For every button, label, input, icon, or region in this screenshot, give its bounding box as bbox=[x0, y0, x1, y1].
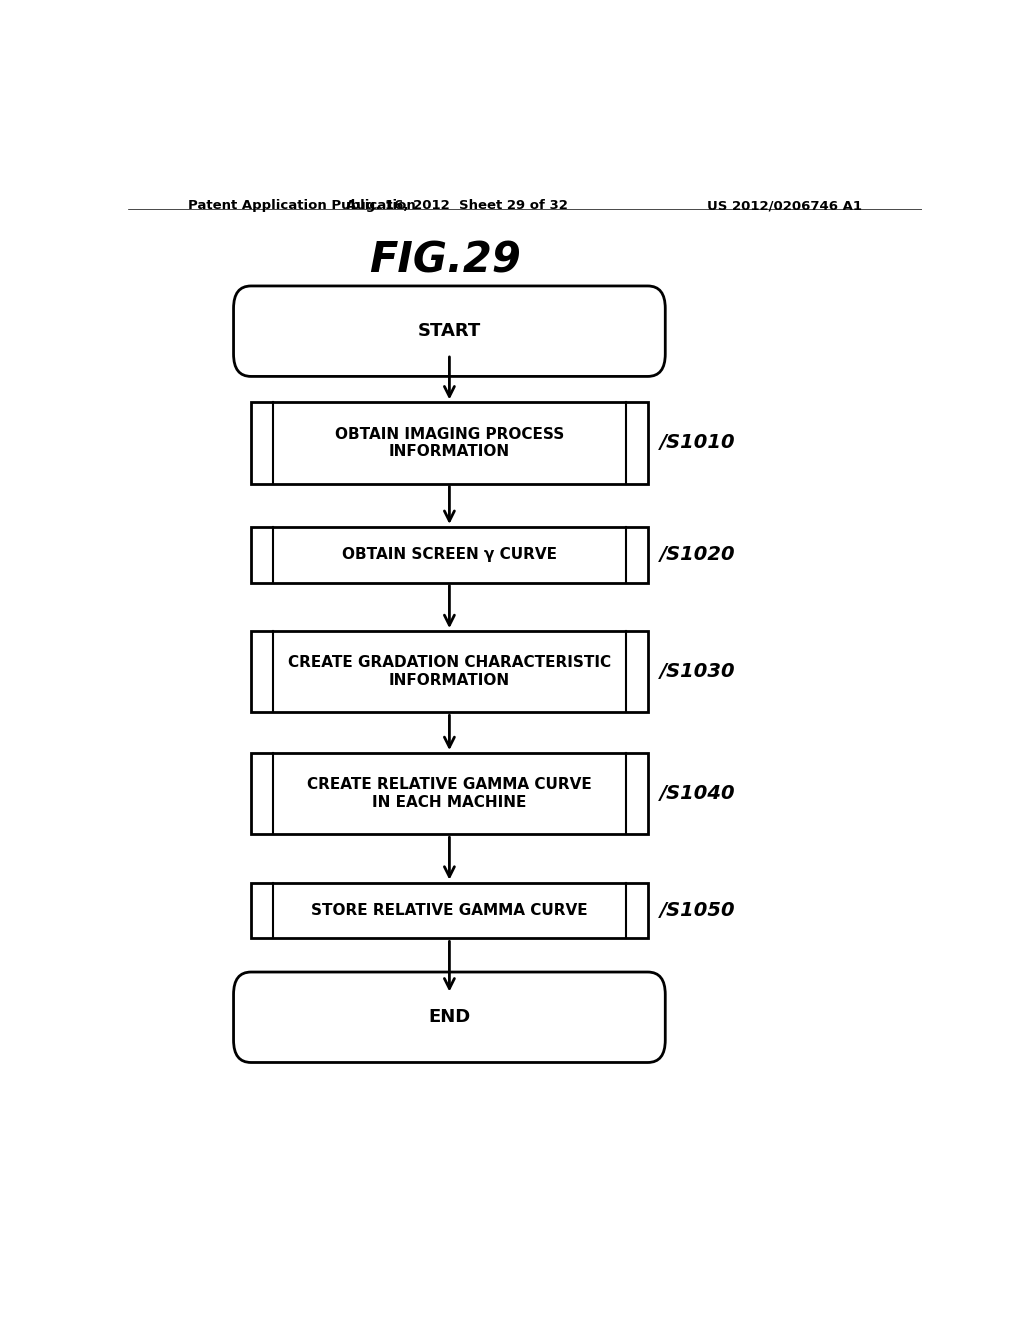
Text: FIG.29: FIG.29 bbox=[370, 239, 521, 281]
Bar bbox=[251, 752, 648, 834]
Text: START: START bbox=[418, 322, 481, 341]
Text: OBTAIN IMAGING PROCESS
INFORMATION: OBTAIN IMAGING PROCESS INFORMATION bbox=[335, 426, 564, 459]
Bar bbox=[251, 403, 648, 483]
Text: OBTAIN SCREEN γ CURVE: OBTAIN SCREEN γ CURVE bbox=[342, 548, 557, 562]
Text: Patent Application Publication: Patent Application Publication bbox=[187, 199, 416, 213]
Bar bbox=[251, 631, 648, 713]
Text: /S1010: /S1010 bbox=[659, 433, 735, 453]
Text: STORE RELATIVE GAMMA CURVE: STORE RELATIVE GAMMA CURVE bbox=[311, 903, 588, 917]
FancyBboxPatch shape bbox=[233, 286, 666, 376]
Text: /S1050: /S1050 bbox=[659, 902, 735, 920]
Bar bbox=[251, 883, 648, 939]
Text: CREATE RELATIVE GAMMA CURVE
IN EACH MACHINE: CREATE RELATIVE GAMMA CURVE IN EACH MACH… bbox=[307, 777, 592, 810]
Text: END: END bbox=[428, 1008, 471, 1026]
Text: /S1030: /S1030 bbox=[659, 663, 735, 681]
FancyBboxPatch shape bbox=[233, 972, 666, 1063]
Text: Aug. 16, 2012  Sheet 29 of 32: Aug. 16, 2012 Sheet 29 of 32 bbox=[346, 199, 568, 213]
Text: US 2012/0206746 A1: US 2012/0206746 A1 bbox=[708, 199, 862, 213]
Text: /S1040: /S1040 bbox=[659, 784, 735, 803]
Text: /S1020: /S1020 bbox=[659, 545, 735, 564]
Bar bbox=[251, 527, 648, 582]
Text: CREATE GRADATION CHARACTERISTIC
INFORMATION: CREATE GRADATION CHARACTERISTIC INFORMAT… bbox=[288, 656, 611, 688]
